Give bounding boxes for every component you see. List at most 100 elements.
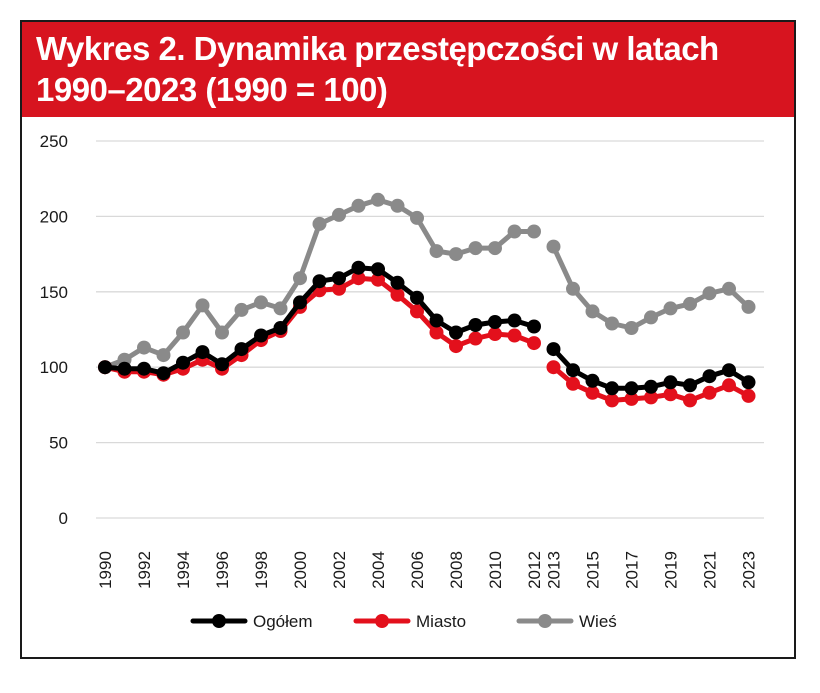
chart-frame: Wykres 2. Dynamika przestępczości w lata… — [20, 20, 796, 659]
legend-label-ogolem: Ogółem — [253, 612, 313, 631]
data-point-wies-2020 — [683, 296, 697, 311]
data-point-wies-1997 — [234, 302, 249, 317]
y-tick-label: 100 — [40, 358, 68, 377]
legend-item-wies: Wieś — [516, 612, 617, 631]
data-point-wies-2013 — [546, 239, 561, 254]
data-point-ogolem-2011 — [507, 313, 522, 328]
data-point-ogolem-2006 — [410, 290, 424, 305]
series-ogolem — [98, 260, 756, 396]
data-point-ogolem-1998 — [254, 328, 268, 343]
data-point-miasto-2006 — [410, 304, 424, 319]
data-point-wies-2019 — [663, 301, 678, 316]
x-tick-label: 2015 — [584, 551, 603, 589]
data-point-ogolem-2001 — [312, 274, 327, 289]
series-wies — [98, 192, 756, 375]
data-point-miasto-2003 — [351, 271, 366, 286]
x-tick-label: 2000 — [291, 551, 310, 589]
data-point-wies-2004 — [371, 192, 385, 207]
data-point-wies-2005 — [390, 198, 405, 213]
data-point-miasto-2017 — [624, 391, 639, 406]
data-point-miasto-2016 — [605, 393, 619, 408]
data-point-wies-2006 — [410, 210, 424, 225]
data-point-wies-2010 — [488, 241, 502, 256]
data-point-miasto-2021 — [702, 385, 717, 400]
legend-item-miasto: Miasto — [353, 612, 466, 631]
data-point-ogolem-1995 — [195, 345, 210, 360]
data-point-miasto-2019 — [663, 387, 678, 402]
data-point-wies-2018 — [644, 310, 658, 325]
x-tick-label: 1996 — [213, 551, 232, 589]
data-point-wies-2017 — [624, 321, 639, 335]
data-point-ogolem-2016 — [605, 381, 619, 396]
data-point-ogolem-1993 — [156, 366, 171, 381]
y-tick-label: 50 — [49, 434, 68, 453]
data-point-miasto-2002 — [332, 281, 346, 296]
legend-marker-wies — [538, 614, 552, 628]
x-tick-label: 2006 — [408, 551, 427, 589]
data-point-wies-1995 — [195, 298, 210, 313]
chart-title-line-1: Wykres 2. Dynamika przestępczości w lata… — [36, 30, 719, 67]
data-point-wies-2011 — [507, 224, 522, 239]
data-point-ogolem-2015 — [585, 373, 600, 388]
data-point-ogolem-2023 — [741, 375, 756, 390]
x-tick-label: 2019 — [662, 551, 681, 589]
data-point-wies-2008 — [449, 247, 463, 262]
data-point-wies-1993 — [156, 348, 171, 363]
data-point-ogolem-2020 — [683, 378, 697, 393]
data-point-wies-1998 — [254, 295, 268, 310]
data-point-miasto-2023 — [741, 388, 756, 403]
data-point-wies-2016 — [605, 316, 619, 331]
x-tick-label: 2017 — [623, 551, 642, 589]
data-point-wies-2023 — [741, 299, 756, 314]
data-point-ogolem-2013 — [546, 342, 561, 357]
data-point-wies-2014 — [566, 281, 580, 296]
x-tick-label: 2004 — [369, 551, 388, 589]
x-tick-label: 1994 — [174, 551, 193, 589]
data-point-ogolem-2005 — [390, 275, 405, 290]
data-point-ogolem-2010 — [488, 315, 502, 329]
x-tick-label: 1990 — [96, 551, 115, 589]
data-point-miasto-2005 — [390, 287, 405, 302]
legend-label-miasto: Miasto — [416, 612, 466, 631]
chart-title-line-2: 1990–2023 (1990 = 100) — [36, 71, 388, 108]
data-point-wies-2007 — [429, 244, 444, 259]
data-point-miasto-2014 — [566, 376, 580, 391]
data-point-miasto-2008 — [449, 339, 463, 354]
data-point-wies-2012 — [527, 224, 541, 239]
data-point-wies-1996 — [215, 325, 229, 340]
x-tick-label: 1998 — [252, 551, 271, 589]
data-point-ogolem-1991 — [117, 361, 132, 376]
legend-item-ogolem: Ogółem — [190, 612, 313, 631]
data-point-wies-2021 — [702, 286, 717, 301]
legend-marker-miasto — [375, 614, 389, 628]
data-point-ogolem-2003 — [351, 260, 366, 275]
data-point-ogolem-2007 — [429, 313, 444, 328]
x-tick-label: 2008 — [447, 551, 466, 589]
data-point-miasto-2004 — [371, 272, 385, 287]
x-tick-label: 2010 — [486, 551, 505, 589]
y-tick-label: 250 — [40, 132, 68, 151]
data-point-miasto-2012 — [527, 336, 541, 351]
x-tick-label: 2021 — [701, 551, 720, 589]
data-point-miasto-2013 — [546, 360, 561, 375]
x-tick-label: 2023 — [740, 551, 759, 589]
legend-label-wies: Wieś — [579, 612, 617, 631]
x-tick-label: 2012 — [525, 551, 544, 589]
data-point-ogolem-2022 — [722, 363, 736, 378]
data-point-wies-2003 — [351, 198, 366, 213]
data-point-ogolem-2009 — [468, 318, 483, 332]
data-point-wies-1999 — [273, 301, 288, 316]
data-point-wies-2022 — [722, 281, 736, 296]
data-point-miasto-2010 — [488, 327, 502, 341]
data-point-miasto-2015 — [585, 385, 600, 400]
data-point-ogolem-1996 — [215, 357, 229, 372]
y-tick-label: 200 — [40, 207, 68, 226]
data-point-wies-1994 — [176, 325, 190, 340]
data-point-miasto-2007 — [429, 325, 444, 340]
data-point-ogolem-2000 — [293, 295, 307, 310]
data-point-ogolem-2019 — [663, 375, 678, 390]
data-point-miasto-2020 — [683, 393, 697, 408]
data-point-ogolem-1999 — [273, 321, 288, 335]
data-point-miasto-2018 — [644, 390, 658, 405]
data-point-miasto-2011 — [507, 328, 522, 343]
